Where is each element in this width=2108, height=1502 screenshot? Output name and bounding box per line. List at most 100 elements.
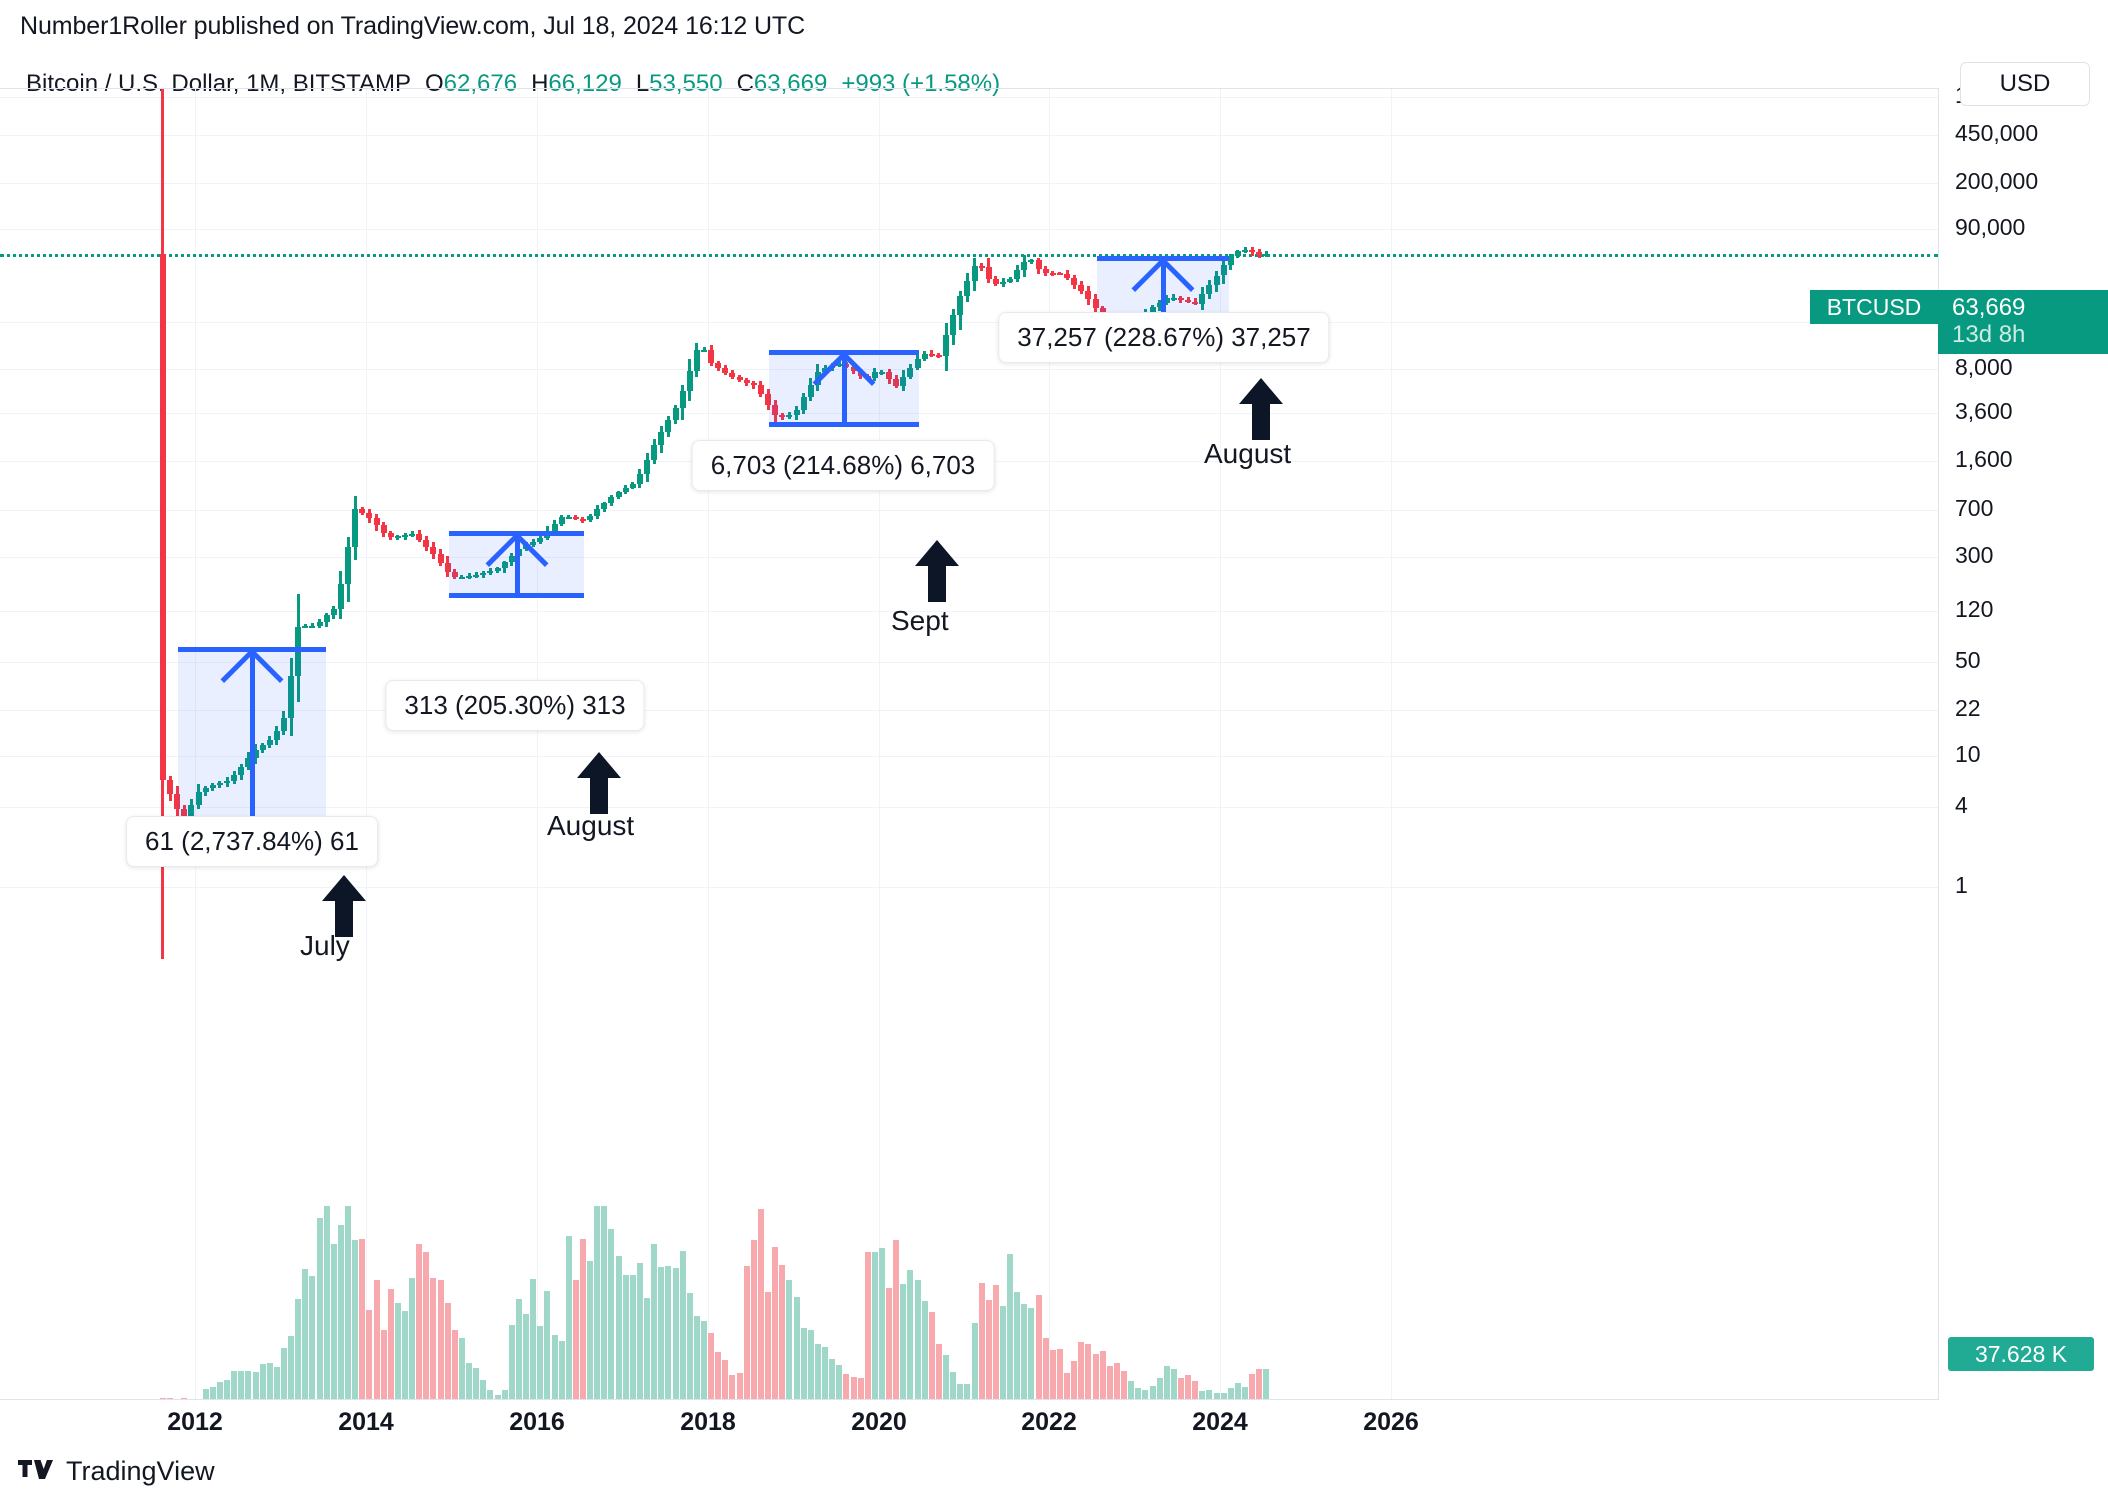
volume-bar — [900, 1283, 907, 1399]
candlestick — [928, 353, 935, 356]
candlestick — [971, 265, 978, 281]
volume-bar — [943, 1354, 950, 1399]
price-range-vertical-line — [250, 647, 255, 845]
volume-bar — [195, 1398, 202, 1399]
candlestick — [950, 315, 957, 336]
candlestick — [209, 785, 216, 788]
volume-bar — [750, 1240, 757, 1399]
chart-pane[interactable] — [0, 88, 1938, 1400]
candlestick — [750, 382, 757, 386]
candlestick — [1078, 284, 1085, 292]
candlestick — [245, 758, 252, 767]
candle-wick — [310, 622, 314, 628]
candlestick — [757, 385, 764, 395]
candlestick — [473, 575, 480, 578]
candlestick — [693, 350, 700, 371]
candlestick — [1156, 302, 1163, 308]
volume-bar — [822, 1347, 829, 1399]
volume-bar — [964, 1384, 971, 1399]
price-range-tool[interactable] — [449, 531, 584, 598]
volume-bar — [309, 1276, 316, 1399]
tradingview-brand: TradingView — [66, 1456, 215, 1486]
time-tick: 2020 — [851, 1408, 907, 1436]
volume-bar — [757, 1208, 764, 1399]
volume-bar — [814, 1344, 821, 1399]
volume-bar — [693, 1315, 700, 1399]
volume-bar — [779, 1264, 786, 1399]
price-range-tool[interactable] — [178, 647, 326, 845]
volume-bar — [1014, 1292, 1021, 1399]
volume-bar — [1156, 1377, 1163, 1399]
volume-bar — [174, 1398, 181, 1399]
candlestick — [409, 534, 416, 537]
candlestick — [345, 546, 352, 585]
volume-bar — [829, 1359, 836, 1399]
gridline-vertical — [708, 89, 709, 1399]
gridline-horizontal — [0, 611, 1938, 612]
legend-high-label: H — [531, 70, 549, 97]
volume-bar — [715, 1352, 722, 1399]
volume-bar — [1078, 1341, 1085, 1399]
candlestick — [494, 568, 501, 571]
volume-bar — [608, 1229, 615, 1399]
candlestick — [380, 525, 387, 534]
price-tick: 120 — [1955, 596, 1994, 622]
legend-high-value: 66,129 — [548, 70, 622, 97]
volume-bar — [473, 1368, 480, 1399]
time-tick: 2026 — [1363, 1408, 1419, 1436]
volume-value-badge: 37.628 K — [1948, 1337, 2094, 1371]
currency-badge[interactable]: USD — [1960, 62, 2090, 106]
gridline-horizontal — [0, 510, 1938, 511]
candlestick — [1199, 294, 1206, 304]
volume-bar — [636, 1263, 643, 1399]
gridline-vertical — [366, 89, 367, 1399]
volume-bar — [1227, 1387, 1234, 1399]
volume-bar — [345, 1206, 352, 1399]
volume-bar — [1021, 1303, 1028, 1399]
volume-bar — [992, 1285, 999, 1399]
candle-wick — [410, 530, 414, 538]
volume-bar — [665, 1266, 672, 1399]
volume-bar — [1064, 1373, 1071, 1399]
volume-bar — [622, 1274, 629, 1399]
volume-bar — [1000, 1305, 1006, 1399]
up-arrow-marker — [1239, 378, 1283, 440]
candlestick — [893, 378, 900, 386]
gridline-vertical — [1049, 89, 1050, 1399]
candlestick — [935, 354, 942, 357]
volume-bar — [743, 1266, 750, 1399]
tradingview-logo-icon — [18, 1459, 53, 1479]
volume-bar — [985, 1300, 992, 1399]
candlestick — [252, 749, 259, 759]
candlestick — [359, 509, 366, 513]
time-axis[interactable]: 2012 2014 2016 2018 2020 2022 2024 2026 — [0, 1400, 2108, 1454]
legend-low-value: 53,550 — [649, 70, 723, 97]
candlestick — [594, 509, 601, 516]
candlestick — [174, 794, 181, 809]
candlestick — [231, 774, 238, 781]
volume-bar — [466, 1362, 473, 1399]
candlestick — [451, 571, 458, 578]
month-label: August — [1204, 438, 1292, 469]
chart-legend: Bitcoin / U.S. Dollar, 1M, BITSTAMP O62,… — [26, 70, 1000, 98]
gridline-horizontal — [0, 97, 1938, 98]
price-range-vertical-line — [1161, 256, 1166, 326]
candlestick — [1256, 252, 1263, 256]
volume-bar — [167, 1398, 174, 1399]
gridline-horizontal — [0, 557, 1938, 558]
volume-bar — [252, 1371, 259, 1399]
candlestick — [444, 562, 451, 572]
candlestick — [1206, 285, 1213, 295]
volume-bar — [708, 1332, 715, 1399]
candlestick — [1149, 307, 1156, 312]
price-tick: 50 — [1955, 647, 1981, 673]
time-tick: 2014 — [338, 1408, 394, 1436]
volume-bar — [893, 1240, 900, 1399]
volume-bar — [494, 1394, 501, 1399]
volume-bar — [978, 1282, 985, 1399]
volume-bar — [1177, 1378, 1184, 1399]
candlestick — [1220, 265, 1227, 276]
price-range-tool[interactable] — [769, 350, 919, 427]
price-axis[interactable]: 1,000,000450,000200,00090,00018,0008,000… — [1938, 82, 2108, 1400]
volume-bar — [1035, 1294, 1042, 1399]
